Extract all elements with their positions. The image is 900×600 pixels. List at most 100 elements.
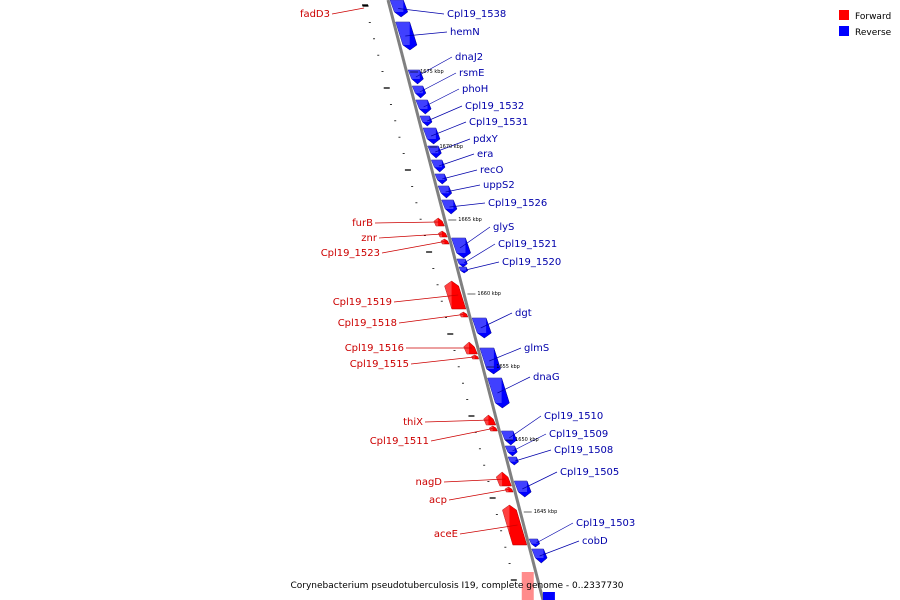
gene-feature-cpl19-1509[interactable] [504, 445, 518, 457]
label-leader [497, 376, 531, 394]
gene-label-cpl19-1521[interactable]: Cpl19_1521 [498, 239, 557, 250]
label-leader [419, 72, 457, 93]
gene-feature-cpl19-1515[interactable] [471, 354, 480, 360]
label-leader [522, 471, 558, 490]
gene-label-cpl19-1538[interactable]: Cpl19_1538 [447, 9, 506, 20]
gene-feature-glys[interactable] [451, 237, 471, 259]
gene-feature-upps2[interactable] [437, 185, 453, 199]
gene-feature-shade [505, 446, 515, 452]
gene-feature-cpl19-1523[interactable] [440, 238, 450, 245]
gene-feature-cpl19-1532[interactable] [419, 115, 433, 127]
gene-label-cpl19-1526[interactable]: Cpl19_1526 [488, 198, 547, 209]
gene-label-era[interactable]: era [477, 149, 493, 160]
gene-label-cobd[interactable]: cobD [582, 536, 608, 547]
map-caption: Corynebacterium pseudotuberculosis I19, … [290, 581, 623, 591]
gene-feature-shade [427, 146, 439, 154]
gene-feature-dnaj2[interactable] [407, 69, 424, 85]
gene-label-cpl19-1503[interactable]: Cpl19_1503 [576, 518, 635, 529]
gene-feature-cpl19-1518[interactable] [459, 311, 469, 318]
gene-feature-cpl19-1508[interactable] [507, 456, 519, 466]
gene-label-acee[interactable]: aceE [434, 529, 458, 540]
label-leader [398, 8, 445, 15]
gene-feature-rsme[interactable] [411, 85, 427, 99]
gene-feature-shade [487, 378, 502, 403]
legend-forward-swatch [839, 10, 849, 20]
gene-feature-acp[interactable] [504, 486, 514, 493]
gene-label-dnaj2[interactable]: dnaJ2 [455, 52, 483, 63]
label-leader [424, 419, 491, 423]
gene-label-cpl19-1508[interactable]: Cpl19_1508 [554, 445, 613, 456]
gene-label-glms[interactable]: glmS [524, 343, 549, 354]
gene-feature-glms[interactable] [479, 347, 501, 375]
major-tick-label: 1645 kbp [534, 509, 558, 515]
gene-label-rsme[interactable]: rsmE [459, 68, 484, 79]
gene-feature-znr[interactable] [438, 230, 448, 238]
gene-label-cpl19-1518[interactable]: Cpl19_1518 [338, 318, 397, 329]
gene-label-cpl19-1532[interactable]: Cpl19_1532 [465, 101, 524, 112]
gene-feature-partial [542, 592, 555, 600]
gene-label-nagd[interactable]: nagD [415, 477, 442, 488]
gene-feature-shade [472, 318, 487, 333]
legend-reverse-swatch [839, 26, 849, 36]
gene-label-cpl19-1520[interactable]: Cpl19_1520 [502, 257, 561, 268]
gene-label-pdxy[interactable]: pdxY [473, 134, 499, 145]
gene-feature-shade [431, 160, 442, 168]
genome-backbone [386, 0, 545, 600]
label-leader [398, 314, 464, 324]
gene-label-cpl19-1515[interactable]: Cpl19_1515 [350, 359, 409, 370]
gene-label-cpl19-1519[interactable]: Cpl19_1519 [333, 297, 392, 308]
gene-label-upps2[interactable]: uppS2 [483, 180, 515, 191]
gene-feature-shade [438, 186, 449, 194]
gene-feature-cpl19-1526[interactable] [441, 199, 458, 215]
gene-label-cpl19-1531[interactable]: Cpl19_1531 [469, 117, 528, 128]
gene-label-cpl19-1510[interactable]: Cpl19_1510 [544, 411, 603, 422]
label-leader [393, 294, 459, 303]
label-leader [459, 524, 518, 535]
gene-feature-phoh[interactable] [415, 99, 432, 115]
gene-feature-cpl19-1520[interactable] [458, 266, 469, 274]
gene-label-hemn[interactable]: hemN [450, 27, 480, 38]
gene-feature-acee[interactable] [502, 504, 528, 546]
label-leader [448, 489, 509, 501]
gene-label-phoh[interactable]: phoH [462, 84, 488, 95]
gene-label-fadd3[interactable]: fadD3 [300, 9, 330, 20]
label-leader [512, 433, 547, 452]
gene-label-furb[interactable]: furB [352, 218, 373, 229]
label-leader [536, 522, 574, 544]
gene-label-acp[interactable]: acp [429, 495, 447, 506]
label-leader [435, 138, 471, 153]
gene-label-dnag[interactable]: dnaG [533, 372, 560, 383]
gene-feature-dgt[interactable] [471, 317, 492, 339]
gene-label-cpl19-1516[interactable]: Cpl19_1516 [345, 343, 404, 354]
gene-feature-reco[interactable] [434, 173, 448, 185]
gene-feature-shade [412, 86, 423, 94]
gene-feature-cpl19-1503[interactable] [528, 538, 540, 548]
gene-feature-pdxy[interactable] [427, 145, 442, 159]
gene-label-cpl19-1505[interactable]: Cpl19_1505 [560, 467, 619, 478]
gene-feature-shade [514, 481, 528, 492]
gene-label-thix[interactable]: thiX [403, 417, 423, 428]
label-leader [442, 169, 478, 180]
gene-label-cpl19-1523[interactable]: Cpl19_1523 [321, 248, 380, 259]
gene-label-cpl19-1511[interactable]: Cpl19_1511 [370, 436, 429, 447]
gene-feature-cpl19-1521[interactable] [456, 258, 468, 268]
gene-label-reco[interactable]: recO [480, 165, 504, 176]
gene-label-glys[interactable]: glyS [493, 222, 514, 233]
label-leader [465, 261, 500, 271]
label-leader [443, 478, 506, 483]
gene-feature-shade [508, 457, 517, 462]
gene-feature-cpl19-1510[interactable] [500, 430, 517, 446]
gene-label-dgt[interactable]: dgt [515, 308, 532, 319]
gene-feature-era[interactable] [430, 159, 446, 173]
legend-forward-label: Forward [855, 12, 891, 22]
gene-feature-cobd[interactable] [531, 548, 548, 564]
label-leader [539, 540, 580, 557]
gene-feature-shade [458, 267, 467, 271]
gene-feature-cpl19-1511[interactable] [488, 425, 498, 432]
gene-feature-dnag[interactable] [487, 377, 510, 409]
gene-label-cpl19-1509[interactable]: Cpl19_1509 [549, 429, 608, 440]
label-leader [374, 221, 440, 224]
gene-label-znr[interactable]: znr [361, 233, 378, 244]
label-leader [430, 121, 467, 137]
label-leader [378, 233, 443, 239]
